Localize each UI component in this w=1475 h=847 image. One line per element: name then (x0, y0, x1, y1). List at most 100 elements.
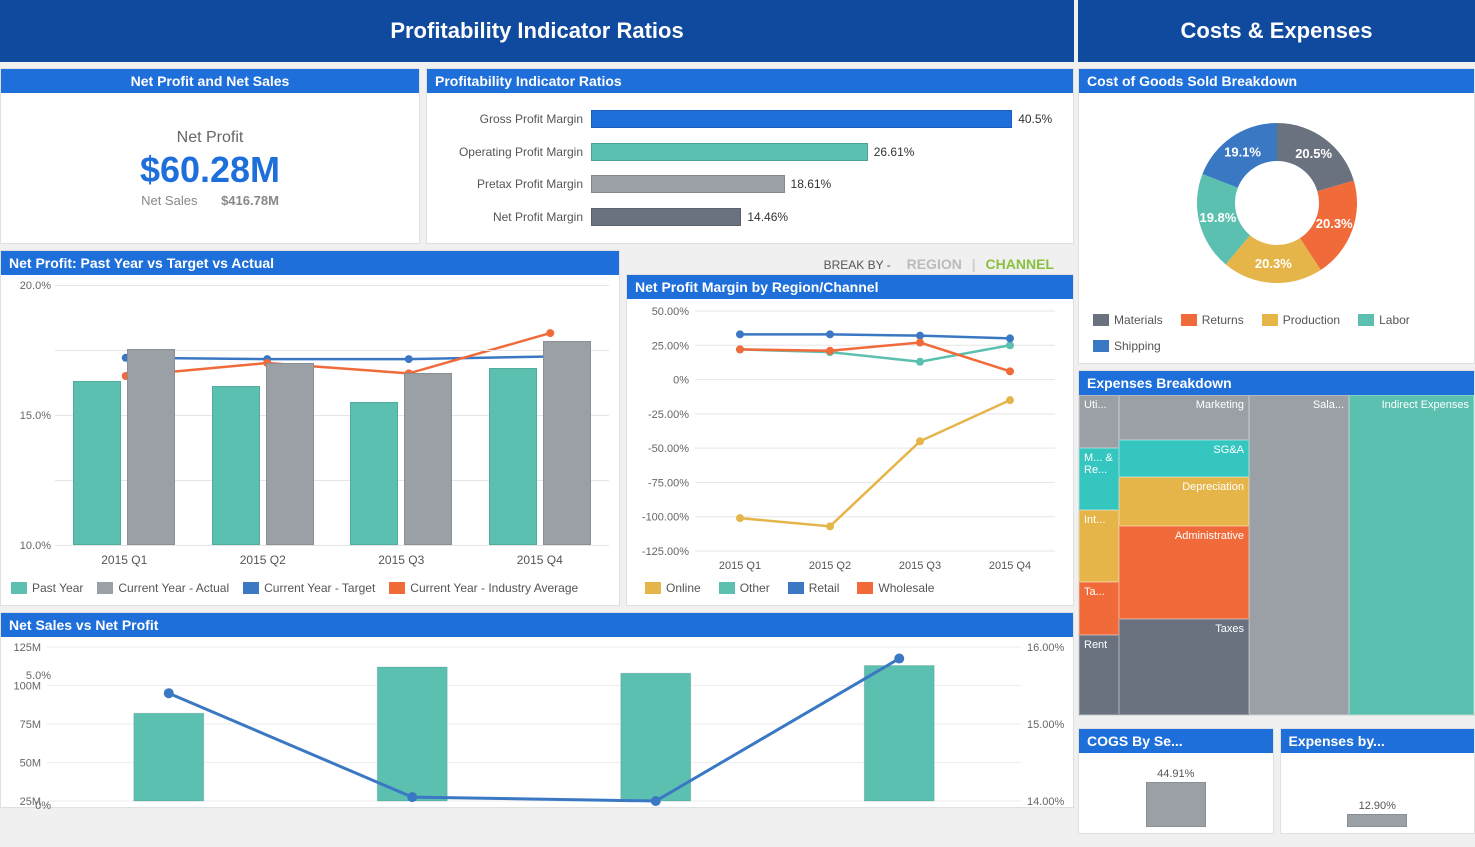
svg-text:19.8%: 19.8% (1199, 210, 1236, 225)
tm-sga: SG&A (1119, 440, 1249, 477)
mini-exp-bar: 12.90% (1347, 800, 1407, 827)
legend-item: Other (719, 581, 770, 595)
region-channel-chart: -125.00% -100.00% -75.00% -50.00% -25.00% 0% 2… (635, 305, 1065, 575)
svg-text:-75.00%: -75.00% (648, 477, 689, 489)
ratio-label: Pretax Profit Margin (441, 177, 591, 191)
kpi-value: $60.28M (140, 149, 280, 191)
mini-cogs-bar: 44.91% (1146, 768, 1206, 827)
grouped-bar (350, 402, 398, 545)
svg-text:-100.00%: -100.00% (642, 512, 689, 524)
legend-item: Current Year - Actual (97, 581, 229, 595)
breakby-tab-region[interactable]: REGION (901, 256, 968, 272)
legend-item: Returns (1181, 313, 1244, 327)
svg-text:2015 Q4: 2015 Q4 (989, 560, 1031, 572)
grouped-xlabel: 2015 Q3 (332, 545, 471, 575)
svg-text:2015 Q1: 2015 Q1 (719, 560, 761, 572)
svg-text:19.1%: 19.1% (1224, 145, 1261, 160)
svg-text:125M: 125M (13, 642, 41, 654)
right-main-title: Costs & Expenses (1078, 0, 1475, 62)
left-main-title: Profitability Indicator Ratios (0, 0, 1074, 62)
svg-text:20.3%: 20.3% (1254, 256, 1291, 271)
ratio-value: 26.61% (868, 143, 915, 161)
breakby-tab-channel[interactable]: CHANNEL (980, 256, 1060, 272)
treemap-panel-title: Expenses Breakdown (1079, 371, 1474, 395)
grouped-xlabel: 2015 Q2 (194, 545, 333, 575)
svg-text:14.00%: 14.00% (1027, 796, 1065, 807)
svg-text:2015 Q3: 2015 Q3 (899, 560, 941, 572)
donut-panel-title: Cost of Goods Sold Breakdown (1079, 69, 1474, 93)
legend-item: Materials (1093, 313, 1163, 327)
combo-chart: 25M 50M 75M 100M 125M 14.00% 15.00% 16.00% (1, 637, 1071, 807)
kpi-panel-title: Net Profit and Net Sales (1, 69, 419, 93)
tm-taxes: Taxes (1119, 619, 1249, 715)
region-channel-legend: Online Other Retail Wholesale (627, 575, 1073, 605)
grouped-bar (73, 381, 121, 545)
svg-text:0%: 0% (673, 375, 689, 387)
ratio-bar (591, 208, 741, 226)
svg-text:-50.00%: -50.00% (648, 443, 689, 455)
tm-int: Int... (1079, 510, 1119, 581)
grouped-bar (266, 363, 314, 545)
legend-item: Online (645, 581, 701, 595)
tm-administrative: Administrative (1119, 526, 1249, 619)
ratio-value: 18.61% (785, 175, 832, 193)
grouped-bar (127, 349, 175, 545)
ratio-label: Net Profit Margin (441, 210, 591, 224)
ratios-panel-title: Profitability Indicator Ratios (427, 69, 1073, 93)
tm-rent: Rent (1079, 635, 1119, 715)
svg-text:25M: 25M (20, 796, 41, 807)
tm-depreciation: Depreciation (1119, 477, 1249, 526)
svg-text:16.00%: 16.00% (1027, 642, 1065, 654)
svg-text:50.00%: 50.00% (652, 306, 690, 318)
svg-text:2015 Q2: 2015 Q2 (809, 560, 851, 572)
tm-m-and-re: M... & Re... (1079, 448, 1119, 510)
ratio-bar (591, 175, 785, 193)
ratio-label: Gross Profit Margin (441, 112, 591, 126)
grouped-bar (404, 373, 452, 545)
ratio-value: 14.46% (741, 208, 788, 226)
grouped-legend: Past Year Current Year - Actual Current Ye… (1, 575, 619, 605)
tm-indirect: Indirect Expenses (1349, 395, 1474, 715)
grouped-xlabel: 2015 Q4 (471, 545, 610, 575)
donut-chart: 20.5% 20.3% 20.3% 19.8% 19.1% (1167, 103, 1387, 303)
ratio-bar (591, 143, 868, 161)
tm-taxes-small: Ta... (1079, 582, 1119, 635)
mini-exp-title: Expenses by... (1281, 729, 1475, 753)
kpi-sub-label: Net Sales (141, 193, 197, 208)
svg-text:75M: 75M (20, 719, 41, 731)
ratio-value: 40.5% (1012, 110, 1052, 128)
legend-item: Past Year (11, 581, 83, 595)
svg-text:20.5%: 20.5% (1295, 146, 1332, 161)
svg-text:100M: 100M (13, 681, 41, 693)
mini-cogs-title: COGS By Se... (1079, 729, 1273, 753)
kpi-sub-value: $416.78M (221, 193, 279, 208)
ratio-bar (591, 110, 1012, 128)
svg-text:25.00%: 25.00% (652, 340, 690, 352)
donut-legend: Materials Returns Production Labor Shipping (1079, 309, 1474, 363)
grouped-panel-title: Net Profit: Past Year vs Target vs Actua… (1, 251, 619, 275)
breakby-label: BREAK BY - (824, 258, 891, 272)
grouped-bar (543, 341, 591, 545)
svg-text:-25.00%: -25.00% (648, 409, 689, 421)
grouped-xlabel: 2015 Q1 (55, 545, 194, 575)
region-channel-panel-title: Net Profit Margin by Region/Channel (627, 275, 1073, 299)
treemap-chart: Uti... M... & Re... Int... Ta... Rent Ma… (1079, 395, 1474, 715)
legend-item: Labor (1358, 313, 1410, 327)
svg-text:-125.00%: -125.00% (642, 546, 689, 558)
kpi-title: Net Profit (177, 129, 244, 147)
grouped-bar (489, 368, 537, 545)
tm-marketing: Marketing (1119, 395, 1249, 440)
legend-item: Production (1262, 313, 1340, 327)
svg-text:20.3%: 20.3% (1315, 216, 1352, 231)
legend-item: Current Year - Target (243, 581, 375, 595)
legend-item: Wholesale (857, 581, 934, 595)
svg-text:50M: 50M (20, 758, 41, 770)
legend-item: Retail (788, 581, 840, 595)
ratios-chart: Gross Profit Margin40.5%Operating Profit… (427, 93, 1073, 243)
legend-item: Shipping (1093, 339, 1161, 353)
combo-panel-title: Net Sales vs Net Profit (1, 613, 1073, 637)
legend-item: Current Year - Industry Average (389, 581, 578, 595)
tm-sala: Sala... (1249, 395, 1349, 715)
svg-text:15.00%: 15.00% (1027, 719, 1065, 731)
grouped-bar (212, 386, 260, 545)
